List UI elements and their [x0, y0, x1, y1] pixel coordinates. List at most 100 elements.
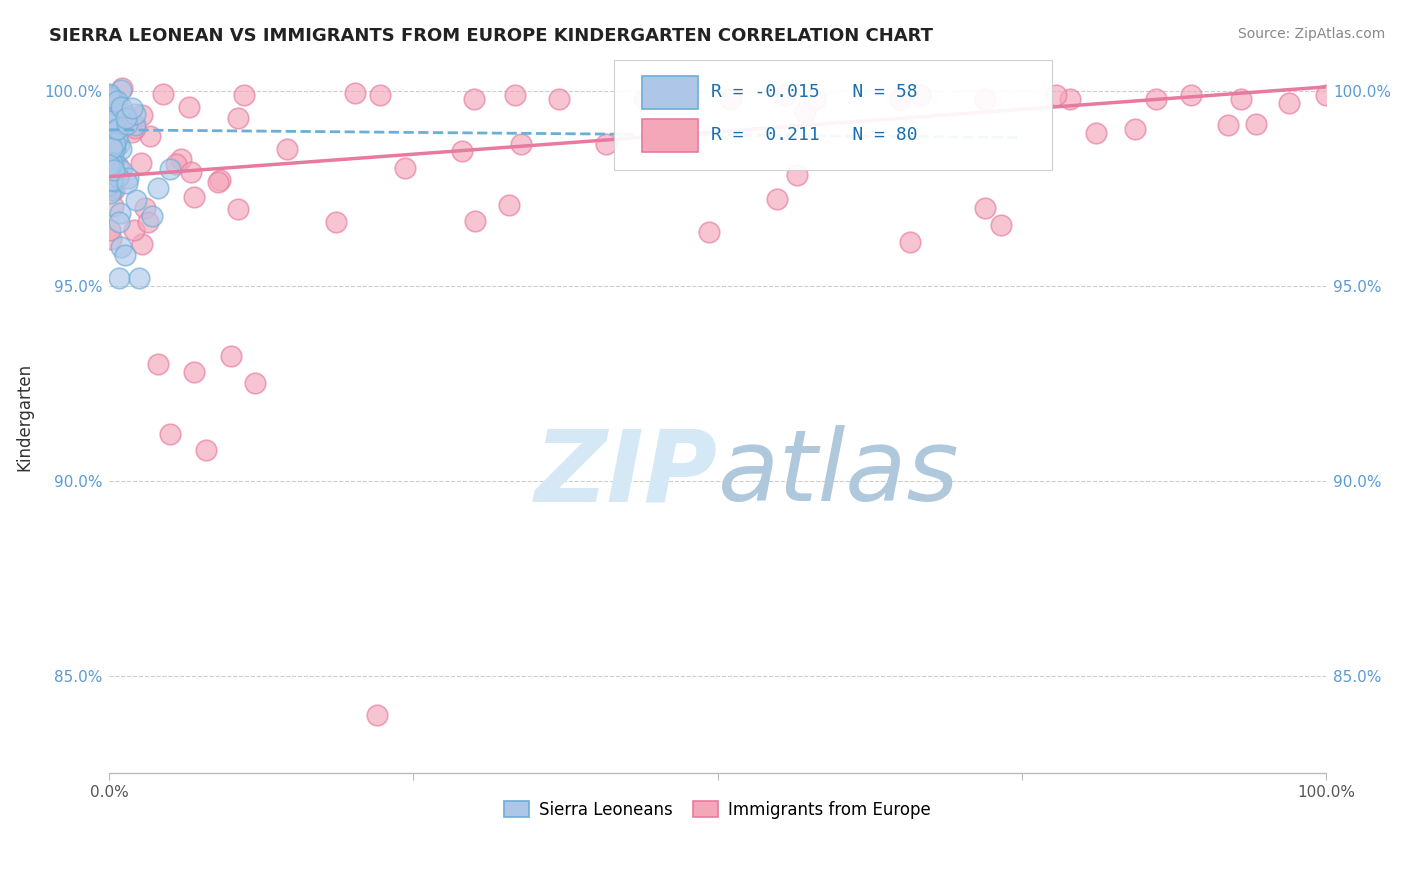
- Point: [100, 180, 122, 194]
- Point: [394, 161, 416, 175]
- Point: [98, 90, 121, 104]
- Point: [105, 131, 128, 145]
- Point: [990, 219, 1012, 233]
- Point: [183, 365, 205, 379]
- Y-axis label: Kindergarten: Kindergarten: [15, 362, 32, 471]
- Text: ZIP: ZIP: [534, 425, 717, 522]
- Point: [129, 155, 152, 169]
- Point: [343, 86, 366, 100]
- Point: [107, 136, 129, 151]
- FancyBboxPatch shape: [643, 119, 699, 152]
- Point: [100, 140, 122, 154]
- Point: [98, 88, 121, 103]
- Point: [276, 142, 298, 156]
- Point: [115, 176, 138, 190]
- Point: [1180, 87, 1202, 102]
- Point: [104, 104, 127, 119]
- Point: [98, 87, 121, 102]
- Text: atlas: atlas: [717, 425, 959, 522]
- Point: [101, 94, 124, 108]
- FancyBboxPatch shape: [643, 76, 699, 109]
- Point: [1123, 121, 1146, 136]
- Point: [179, 100, 201, 114]
- Point: [110, 240, 132, 254]
- Point: [114, 247, 136, 261]
- Point: [103, 183, 125, 197]
- Point: [101, 90, 124, 104]
- Point: [121, 101, 143, 115]
- Point: [103, 154, 125, 169]
- Point: [146, 357, 169, 371]
- Point: [107, 170, 129, 185]
- Point: [159, 427, 181, 442]
- Point: [1315, 87, 1337, 102]
- Point: [107, 271, 129, 285]
- Point: [974, 201, 997, 215]
- Point: [134, 201, 156, 215]
- Point: [110, 206, 132, 220]
- Point: [101, 105, 124, 120]
- Point: [1244, 117, 1267, 131]
- Point: [107, 159, 129, 173]
- Point: [128, 271, 150, 285]
- Point: [910, 87, 932, 102]
- Point: [1084, 126, 1107, 140]
- Point: [98, 158, 121, 172]
- Point: [325, 215, 347, 229]
- Point: [451, 145, 474, 159]
- Point: [98, 132, 121, 146]
- Point: [107, 95, 129, 109]
- Point: [103, 136, 125, 151]
- Point: [125, 193, 148, 207]
- Point: [1045, 87, 1067, 102]
- Point: [124, 119, 146, 133]
- Point: [131, 108, 153, 122]
- Point: [100, 232, 122, 246]
- Point: [974, 92, 997, 106]
- Point: [115, 108, 138, 122]
- Point: [101, 155, 124, 169]
- Point: [159, 161, 181, 176]
- Point: [243, 376, 266, 391]
- Point: [108, 215, 131, 229]
- Point: [103, 98, 125, 112]
- Point: [110, 113, 132, 128]
- Point: [103, 163, 125, 178]
- Point: [152, 87, 174, 101]
- Point: [115, 111, 138, 125]
- Point: [226, 202, 249, 217]
- Point: [104, 141, 127, 155]
- Point: [98, 87, 121, 101]
- Point: [104, 136, 127, 151]
- Point: [463, 92, 485, 106]
- Point: [101, 140, 124, 154]
- Point: [117, 171, 139, 186]
- Point: [117, 117, 139, 131]
- Point: [1144, 92, 1167, 106]
- Point: [100, 156, 122, 170]
- Point: [101, 183, 124, 197]
- Point: [103, 107, 125, 121]
- Point: [124, 107, 146, 121]
- Point: [773, 87, 796, 102]
- Point: [98, 113, 121, 128]
- Point: [1218, 118, 1240, 132]
- Point: [101, 199, 124, 213]
- Point: [100, 158, 122, 172]
- Point: [510, 137, 533, 152]
- Point: [794, 105, 817, 120]
- FancyBboxPatch shape: [614, 60, 1052, 170]
- Point: [121, 125, 143, 139]
- Point: [498, 197, 520, 211]
- Point: [103, 124, 125, 138]
- Point: [122, 223, 145, 237]
- Text: R = -0.015   N = 58: R = -0.015 N = 58: [711, 84, 918, 102]
- Point: [98, 108, 121, 122]
- Point: [98, 164, 121, 178]
- Text: SIERRA LEONEAN VS IMMIGRANTS FROM EUROPE KINDERGARTEN CORRELATION CHART: SIERRA LEONEAN VS IMMIGRANTS FROM EUROPE…: [49, 27, 934, 45]
- Point: [103, 141, 125, 155]
- Point: [180, 165, 202, 179]
- Point: [898, 235, 921, 249]
- Point: [503, 87, 526, 102]
- Point: [368, 87, 391, 102]
